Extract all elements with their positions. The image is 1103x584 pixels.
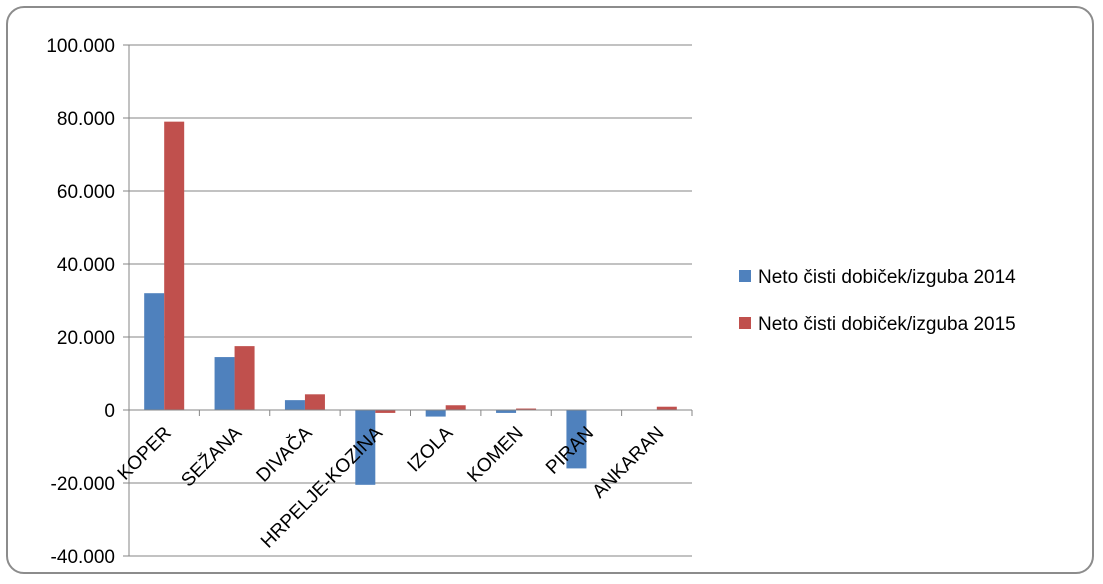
- bars: [144, 121, 677, 485]
- x-tick-label: DIVAČA: [252, 422, 317, 487]
- bar: [516, 408, 537, 410]
- bar: [656, 406, 677, 410]
- y-tick-label: 40.000: [57, 255, 115, 276]
- y-tick-label: 100.000: [46, 36, 115, 57]
- legend-label: Neto čisti dobiček/izguba 2014: [758, 267, 1016, 288]
- y-tick-label: 60.000: [57, 182, 115, 203]
- x-tick-label: KOMEN: [463, 423, 527, 487]
- bar: [214, 357, 235, 410]
- chart-frame: [6, 6, 1094, 574]
- bar: [234, 346, 255, 410]
- y-tick-label: 0: [104, 401, 115, 422]
- axes: [123, 44, 693, 557]
- y-tick-label: 20.000: [57, 328, 115, 349]
- legend: Neto čisti dobiček/izguba 2014 Neto čisti…: [739, 267, 1016, 335]
- axis-labels: -40.000 -20.000 0 20.000 40.000 60.000 80.000 1…: [46, 36, 668, 568]
- legend-swatch: [739, 270, 751, 282]
- gridlines: [129, 44, 692, 557]
- x-tick-label: KOPER: [114, 423, 176, 485]
- legend-label: Neto čisti dobiček/izguba 2015: [758, 314, 1016, 335]
- x-tick-label: IZOLA: [404, 422, 458, 476]
- bar: [284, 400, 305, 410]
- y-tick-label: 80.000: [57, 109, 115, 130]
- y-tick-label: -20.000: [51, 474, 115, 495]
- x-tick-label: ANKARAN: [589, 423, 669, 503]
- bar: [375, 410, 396, 413]
- bar: [425, 410, 446, 417]
- legend-swatch: [739, 317, 751, 329]
- y-tick-label: -40.000: [51, 547, 115, 568]
- x-tick-label: SEŽANA: [177, 422, 247, 492]
- x-tick-label: HRPELJE-KOZINA: [257, 422, 387, 552]
- bar: [566, 410, 587, 469]
- bar: [304, 394, 325, 410]
- bar: [496, 410, 517, 413]
- bar: [445, 405, 466, 410]
- bar: [355, 410, 376, 485]
- bar: [144, 293, 165, 410]
- bar: [164, 121, 185, 411]
